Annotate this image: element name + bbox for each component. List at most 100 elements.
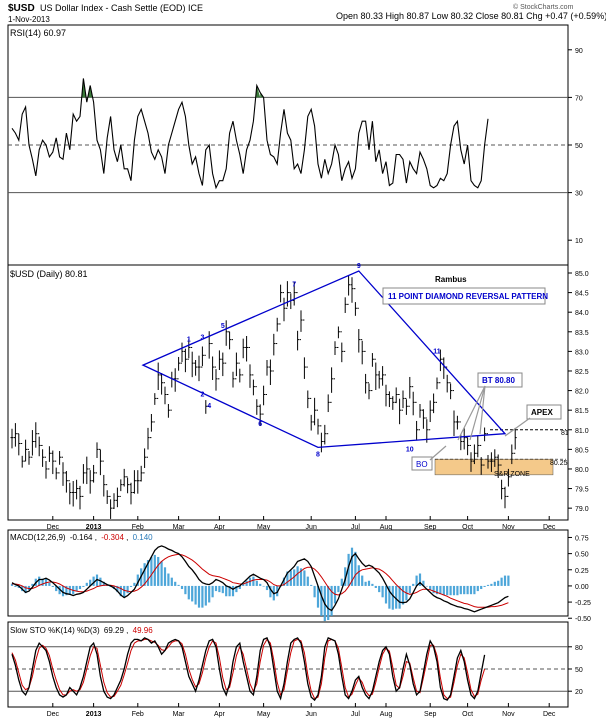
wave-labels: 1 3 5 24 6 7 11 10 9 8 (187, 263, 441, 458)
macd-hist-bar (480, 585, 483, 590)
bt-pointer (469, 385, 486, 441)
wave-label: 11 (433, 348, 441, 355)
macd-hist-bar (340, 578, 343, 586)
macd-hist-bar (320, 585, 323, 616)
sto-x-label: Feb (132, 711, 144, 718)
macd-tick-label: -0.25 (575, 600, 591, 607)
macd-hist-bar (119, 585, 122, 597)
macd-hist-bar (99, 577, 102, 586)
price-tick-label: 82.0 (575, 389, 589, 396)
macd-hist-bar (255, 580, 258, 586)
bo-label: BO (416, 460, 428, 469)
sto-k-line (11, 637, 486, 702)
macd-hist-bar (265, 585, 269, 591)
apex-pointer (504, 417, 531, 437)
macd-hist-bar (259, 583, 262, 586)
macd-hist-bar (347, 553, 350, 586)
macd-hist-bar (381, 585, 384, 598)
macd-hist-bar (483, 585, 486, 587)
sto-tick-label: 50 (575, 667, 583, 674)
pattern-annotations: Rambus 11 POINT DIAMOND REVERSAL PATTERN… (382, 275, 569, 478)
macd-hist-bar (476, 585, 479, 592)
macd-hist-bar (422, 580, 425, 586)
sto-x-label: Aug (380, 711, 393, 718)
macd-hist-bar (344, 567, 347, 586)
sto-x-label: Dec (543, 711, 556, 718)
wave-label: 10 (406, 446, 414, 453)
macd-hist-bar (469, 585, 473, 595)
bt-label: BT 80.80 (482, 376, 515, 385)
macd-hist-bar (14, 585, 17, 587)
macd-hist-bar (75, 585, 78, 592)
macd-hist-bar (425, 585, 428, 587)
macd-hist-bar (490, 583, 493, 586)
author-label: Rambus (435, 275, 467, 284)
bo-pointer (429, 445, 447, 461)
sto-x-label: Apr (214, 711, 226, 718)
macd-hist-bar (486, 584, 490, 586)
sto-x-label: 2013 (86, 711, 102, 718)
macd-hist-bar (170, 577, 173, 586)
sto-legend-name: Slow STO %K(14) %D(3) (10, 626, 100, 635)
diamond-pattern (141, 270, 507, 449)
macd-hist-bar (500, 577, 503, 586)
macd-hist-bar (194, 585, 197, 605)
macd-hist-bar (180, 585, 184, 590)
macd-line (11, 545, 509, 613)
symbol: $USD (8, 3, 35, 14)
macd-hist-bar (201, 585, 204, 608)
price-y-ticks: 79.0 79.5 80.0 80.5 81.0 81.5 82.0 82.5 83.0 83.5… (568, 271, 589, 513)
rsi-tick-label: 30 (575, 191, 583, 198)
macd-hist-bar (78, 585, 82, 590)
macd-hist-bar (493, 581, 496, 586)
apex-label: APEX (531, 408, 553, 417)
apex-level: 81 (561, 430, 569, 437)
sto-x-label: Jun (306, 711, 317, 718)
macd-hist-bar (204, 585, 207, 606)
sto-legend-d: 49.96 (133, 626, 154, 635)
macd-hist-bar (350, 547, 354, 586)
rsi-tick-label: 90 (575, 48, 583, 55)
macd-legend-sep1: , (95, 533, 97, 542)
macd-hist-bar (337, 585, 340, 593)
macd-hist-bar (439, 585, 442, 595)
bt-pointer-lines (457, 385, 486, 441)
price-tick-label: 81.5 (575, 408, 589, 415)
sr-level: 80.25 (550, 460, 568, 467)
sto-legend-sep: , (126, 626, 128, 635)
rsi-y-ticks: 10 30 50 70 90 (568, 48, 583, 245)
sto-panel-frame (7, 621, 569, 708)
price-x-label: Jul (351, 524, 360, 531)
macd-hist-bar (296, 566, 299, 586)
sto-x-ticks: Dec 2013 Feb Mar Apr May Jun Jul Aug Sep Oct Nov Dec (47, 703, 556, 718)
wave-label: 1 (187, 337, 191, 344)
price-tick-label: 82.5 (575, 369, 589, 376)
sto-x-label: Sep (424, 711, 437, 718)
macd-hist-bar (432, 585, 435, 594)
macd-hist-bar (384, 585, 388, 604)
price-tick-label: 83.5 (575, 330, 589, 337)
sto-x-label: Mar (173, 711, 186, 718)
sto-legend-k: 69.29 (104, 626, 125, 635)
sto-d-line (11, 638, 486, 700)
macd-hist-bar (123, 585, 126, 598)
macd-hist-bar (89, 579, 92, 586)
sto-x-label: Nov (502, 711, 515, 718)
price-x-label: Oct (462, 524, 473, 531)
macd-hist-bar (48, 582, 51, 586)
price-tick-label: 84.0 (575, 310, 589, 317)
macd-hist-bar (456, 585, 459, 596)
macd-tick-label: 0.75 (575, 535, 589, 542)
wave-label: 2 (200, 391, 204, 398)
sto-tick-label: 80 (575, 645, 583, 652)
price-x-label: Jun (306, 524, 317, 531)
rsi-tick-label: 10 (575, 238, 583, 245)
macd-hist-bar (330, 585, 333, 616)
macd-hist-bar (61, 585, 65, 597)
macd-hist-bar (27, 585, 31, 591)
macd-hist-bar (316, 585, 320, 608)
bo-label-box (411, 456, 433, 471)
macd-hist-bar (299, 568, 303, 586)
macd-hist-bar (65, 585, 68, 596)
